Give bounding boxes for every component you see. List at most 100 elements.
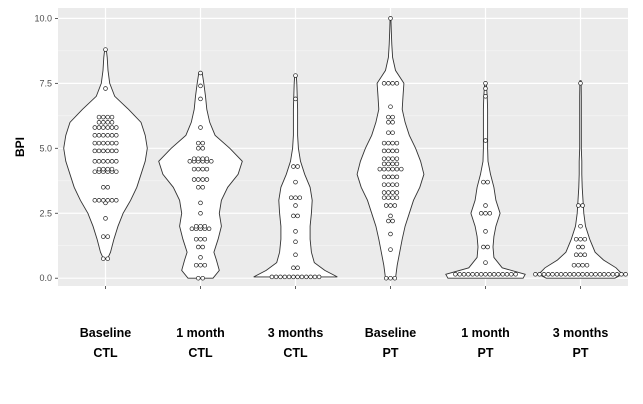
data-point [576, 203, 581, 208]
data-point [105, 159, 110, 164]
y-axis-ticks: 0.0 2.5 5.0 7.5 10.0 [34, 13, 58, 283]
data-point [196, 275, 201, 281]
data-point [293, 203, 298, 208]
data-point [103, 216, 108, 221]
x-label-line2: CTL [93, 346, 118, 360]
data-point [191, 156, 197, 161]
data-point [537, 272, 542, 277]
data-point [96, 120, 102, 125]
data-point [114, 133, 119, 138]
data-point [96, 125, 102, 130]
data-point [381, 156, 387, 161]
data-point [198, 200, 203, 206]
data-point [92, 125, 98, 130]
data-point [573, 236, 579, 242]
x-label-line1: 1 month [176, 326, 225, 340]
data-point [483, 138, 488, 143]
data-point [388, 213, 393, 219]
data-point [388, 104, 393, 109]
data-point [386, 120, 391, 125]
data-point [578, 223, 583, 229]
data-point [295, 213, 300, 219]
data-point [299, 274, 305, 280]
data-point [457, 272, 462, 277]
data-point [103, 86, 108, 91]
data-point [386, 161, 391, 167]
data-point [478, 211, 484, 216]
data-point [394, 195, 400, 200]
x-label-line1: 1 month [461, 326, 510, 340]
data-point [200, 244, 205, 250]
data-point [109, 140, 115, 146]
x-label-line2: CTL [188, 346, 213, 360]
data-point [109, 198, 115, 203]
data-point [105, 133, 110, 138]
data-point [386, 140, 391, 146]
data-point [394, 190, 400, 195]
data-point [388, 275, 393, 281]
data-point [96, 140, 102, 146]
data-point [312, 274, 318, 280]
data-point [105, 125, 110, 130]
data-point [92, 169, 98, 174]
data-point [563, 272, 568, 277]
data-point [386, 130, 391, 135]
data-point [105, 185, 110, 190]
data-point [202, 262, 208, 268]
data-point [92, 140, 98, 146]
y-tick-label: 0.0 [39, 273, 52, 283]
data-point [394, 140, 400, 146]
data-point [580, 262, 585, 268]
data-point [381, 81, 387, 86]
data-point [584, 272, 590, 277]
x-label-line2: PT [478, 346, 494, 360]
data-point [193, 223, 199, 229]
data-point [101, 159, 106, 164]
data-point [580, 244, 585, 250]
data-point [470, 272, 475, 277]
data-point [399, 166, 404, 172]
data-point [198, 223, 203, 229]
data-point [390, 140, 395, 146]
data-point [297, 195, 303, 200]
data-point [96, 159, 102, 164]
data-point [282, 274, 288, 280]
minor-gridlines [58, 50, 628, 247]
data-point [204, 177, 210, 182]
data-point [381, 140, 387, 146]
data-point [381, 161, 387, 167]
data-point [386, 195, 391, 200]
data-point [295, 164, 300, 169]
data-point [571, 262, 577, 268]
data-point [114, 148, 119, 154]
data-point [597, 272, 603, 277]
data-point [453, 272, 458, 277]
data-point [103, 47, 108, 52]
data-point [593, 272, 598, 277]
data-point [578, 252, 583, 258]
data-point [304, 274, 309, 280]
data-point [101, 198, 106, 203]
data-point [200, 185, 205, 190]
data-point [200, 177, 205, 182]
violins [63, 17, 624, 279]
data-point [114, 198, 119, 203]
data-point [504, 272, 510, 277]
data-point [293, 229, 298, 234]
data-point [388, 16, 393, 21]
data-point [381, 195, 387, 200]
data-point [96, 166, 102, 172]
data-point [308, 274, 313, 280]
data-point [196, 146, 201, 151]
data-point [196, 177, 201, 182]
data-point [273, 274, 279, 280]
data-point [96, 114, 102, 120]
data-point [383, 275, 389, 281]
data-point [316, 274, 322, 280]
data-point [381, 174, 387, 180]
data-point [293, 239, 298, 245]
data-point [204, 156, 210, 161]
data-point [573, 252, 579, 258]
data-point [394, 81, 400, 86]
data-point [291, 274, 296, 280]
